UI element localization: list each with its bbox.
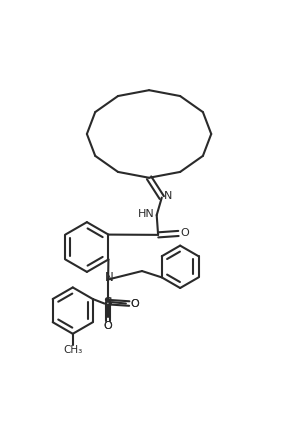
Text: CH₃: CH₃ xyxy=(63,345,82,355)
Text: N: N xyxy=(164,191,172,202)
Text: O: O xyxy=(104,321,112,330)
Text: O: O xyxy=(104,321,112,330)
Text: O: O xyxy=(180,228,189,239)
Text: N: N xyxy=(105,271,113,284)
Text: O: O xyxy=(130,298,139,309)
Text: HN: HN xyxy=(137,209,154,219)
Text: O: O xyxy=(130,298,139,309)
Text: S: S xyxy=(104,296,112,309)
